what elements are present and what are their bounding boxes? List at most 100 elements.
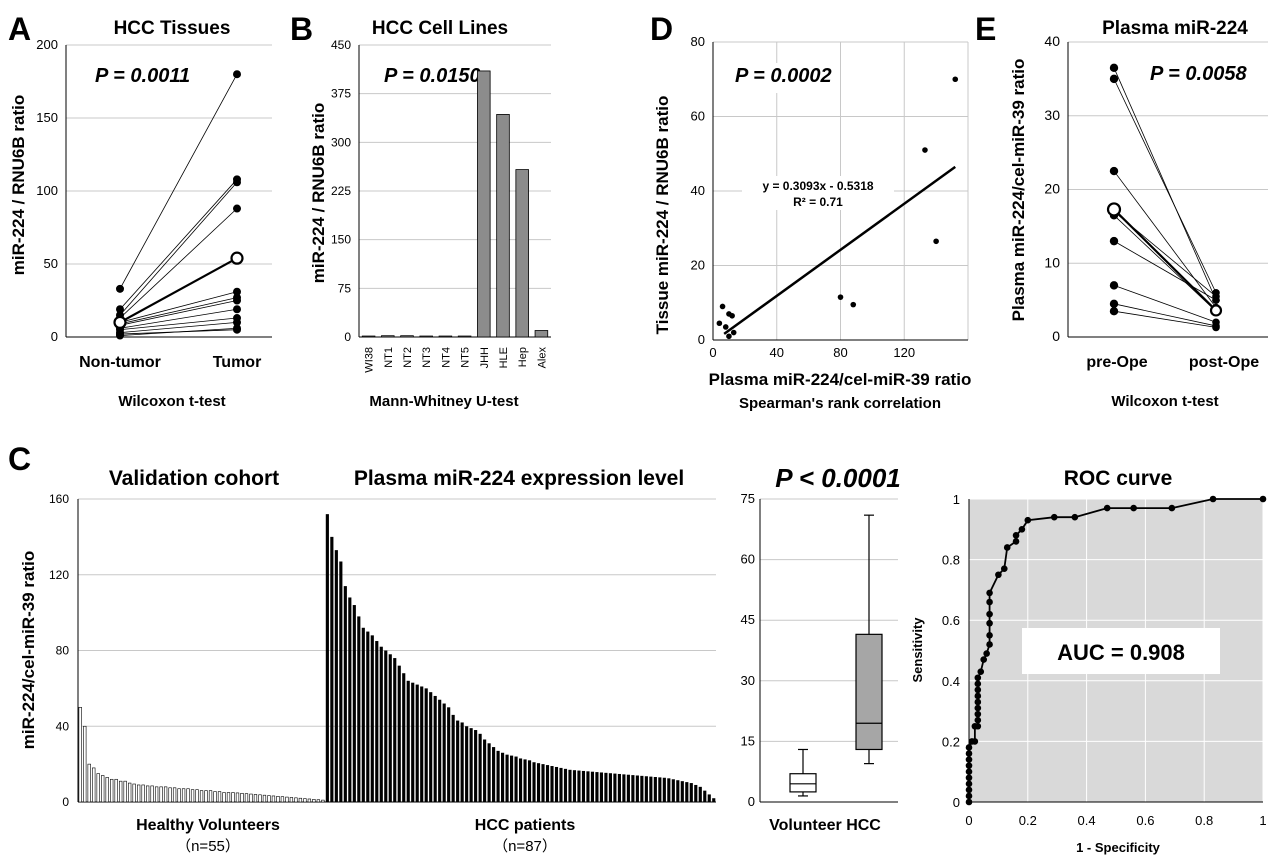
hcc-bar-38 (496, 750, 500, 802)
boxplot-xlabel: Volunteer HCC (769, 817, 881, 834)
hcc-bar-77 (671, 779, 675, 802)
roc-xtick-0: 0 (965, 813, 972, 828)
hcc-bar-29 (456, 720, 460, 802)
panel-a-point-tumor-4 (233, 287, 241, 296)
panel-b-ytick-3: 225 (331, 184, 351, 198)
hcc-bar-80 (685, 782, 689, 802)
roc-point-8 (965, 750, 973, 757)
healthy-bar-41 (262, 794, 267, 803)
panel-d-p-value-bg (729, 63, 837, 93)
panel-a-point-tumor-9 (233, 318, 241, 327)
healthy-bar-45 (280, 796, 285, 803)
panel-d-ytick-3: 60 (691, 109, 705, 124)
healthy-bar-40 (258, 794, 262, 803)
hcc-bar-18 (406, 680, 410, 802)
panel-b-bar-HLE (496, 114, 510, 338)
roc-point-34 (1012, 538, 1020, 545)
panel-c-subtitle: Plasma miR-224 expression level (354, 467, 684, 490)
hcc-bar-2 (334, 550, 338, 802)
healthy-bar-1 (83, 725, 87, 803)
panel-d-ytick-1: 20 (691, 258, 705, 273)
panel-e-pair-line-1 (1113, 78, 1217, 293)
roc-point-6 (965, 762, 973, 769)
healthy-bar-54 (321, 799, 325, 803)
healthy-bar-25 (190, 789, 195, 803)
panel-e-ytick-4: 40 (1044, 33, 1060, 49)
healthy-bar-50 (303, 798, 307, 803)
hcc-bar-32 (469, 728, 473, 802)
panel-d-xtick-2: 80 (833, 345, 847, 360)
panel-c-group-hcc-n: （n=87） (493, 838, 557, 855)
roc-point-9 (965, 744, 973, 751)
hcc-bar-62 (604, 772, 608, 802)
healthy-bar-51 (307, 798, 312, 803)
healthy-bar-11 (128, 782, 132, 803)
panel-a-ytick-2: 100 (36, 183, 58, 198)
boxplot-ytick-5: 75 (741, 491, 755, 506)
healthy-bar-42 (267, 795, 271, 803)
panel-b-xtick-NT2: NT2 (402, 347, 414, 368)
roc-ylabel: Sensitivity (910, 617, 925, 683)
roc-point-39 (1071, 513, 1079, 521)
panel-b-xtick-NT3: NT3 (421, 347, 433, 368)
panel-a-ylabel: miR-224 / RNU6B ratio (9, 95, 28, 275)
hcc-bar-68 (631, 775, 635, 802)
hcc-bar-46 (532, 762, 536, 802)
panel-e-point-pre-6 (1109, 281, 1119, 290)
hcc-bar-14 (388, 654, 392, 802)
healthy-bar-43 (271, 795, 276, 803)
panel-d-point-11 (726, 333, 732, 340)
healthy-bar-8 (114, 778, 118, 803)
roc-xtick-2: 0.4 (1078, 813, 1096, 828)
roc-xtick-3: 0.6 (1136, 813, 1154, 828)
panel-a-point-tumor-2 (233, 178, 241, 187)
hcc-bar-6 (352, 605, 356, 802)
hcc-bar-84 (703, 790, 707, 802)
healthy-bar-6 (105, 777, 109, 803)
boxplot-ytick-2: 30 (741, 673, 755, 688)
roc-xtick-5: 1 (1259, 813, 1266, 828)
panel-c: 0 40 80 120 160 Validation cohort Plasma miR… (19, 467, 716, 855)
panel-b-xtick-NT5: NT5 (460, 347, 472, 368)
roc-point-21 (974, 674, 982, 682)
panel-d-xtick-1: 40 (770, 345, 784, 360)
hcc-bar-26 (442, 703, 446, 802)
hcc-bar-83 (698, 786, 702, 802)
panel-a-ytick-3: 150 (36, 110, 58, 125)
panel-a-pair-line-7 (119, 308, 238, 329)
hcc-bar-42 (514, 756, 518, 802)
healthy-bar-49 (298, 797, 303, 803)
panel-a-pair-line-2 (119, 181, 238, 316)
panel-a: 0 50 100 150 200 HCC Tissues P = 0.0011 miR-… (9, 18, 272, 410)
roc-point-24 (983, 650, 990, 657)
boxplot-p-value: P < 0.0001 (775, 463, 901, 493)
healthy-bar-24 (186, 788, 190, 803)
panel-a-ytick-1: 50 (44, 256, 58, 271)
hcc-bar-82 (694, 784, 698, 802)
roc-point-0 (965, 798, 973, 806)
hcc-bar-24 (433, 695, 437, 802)
healthy-bar-35 (235, 792, 240, 803)
healthy-bar-21 (172, 787, 177, 803)
panel-d-point-2 (933, 238, 939, 245)
panel-b-bar-NT2 (400, 335, 414, 338)
panel-b-xtick-Hep: Hep (517, 347, 529, 367)
panel-a-point-tumor-0 (233, 70, 241, 79)
roc-point-17 (974, 698, 982, 706)
roc-point-23 (980, 656, 987, 663)
hcc-bar-37 (492, 747, 496, 802)
panel-e-mean-line (1113, 208, 1217, 312)
panel-e-pair-line-7 (1113, 303, 1217, 327)
hcc-bar-79 (680, 781, 684, 802)
panel-a-point-nontumor-11 (116, 331, 124, 340)
hcc-bar-43 (518, 758, 523, 802)
panel-b-xtick-JHH: JHH (479, 347, 491, 368)
healthy-bar-0 (78, 707, 82, 803)
roc-title: ROC curve (1064, 467, 1173, 490)
boxplot-volunteer-box (789, 773, 817, 793)
healthy-bar-53 (316, 799, 321, 803)
healthy-bar-23 (181, 788, 186, 803)
hcc-bar-54 (568, 769, 572, 802)
roc-point-27 (986, 619, 993, 627)
roc-ytick-2: 0.4 (942, 674, 960, 689)
